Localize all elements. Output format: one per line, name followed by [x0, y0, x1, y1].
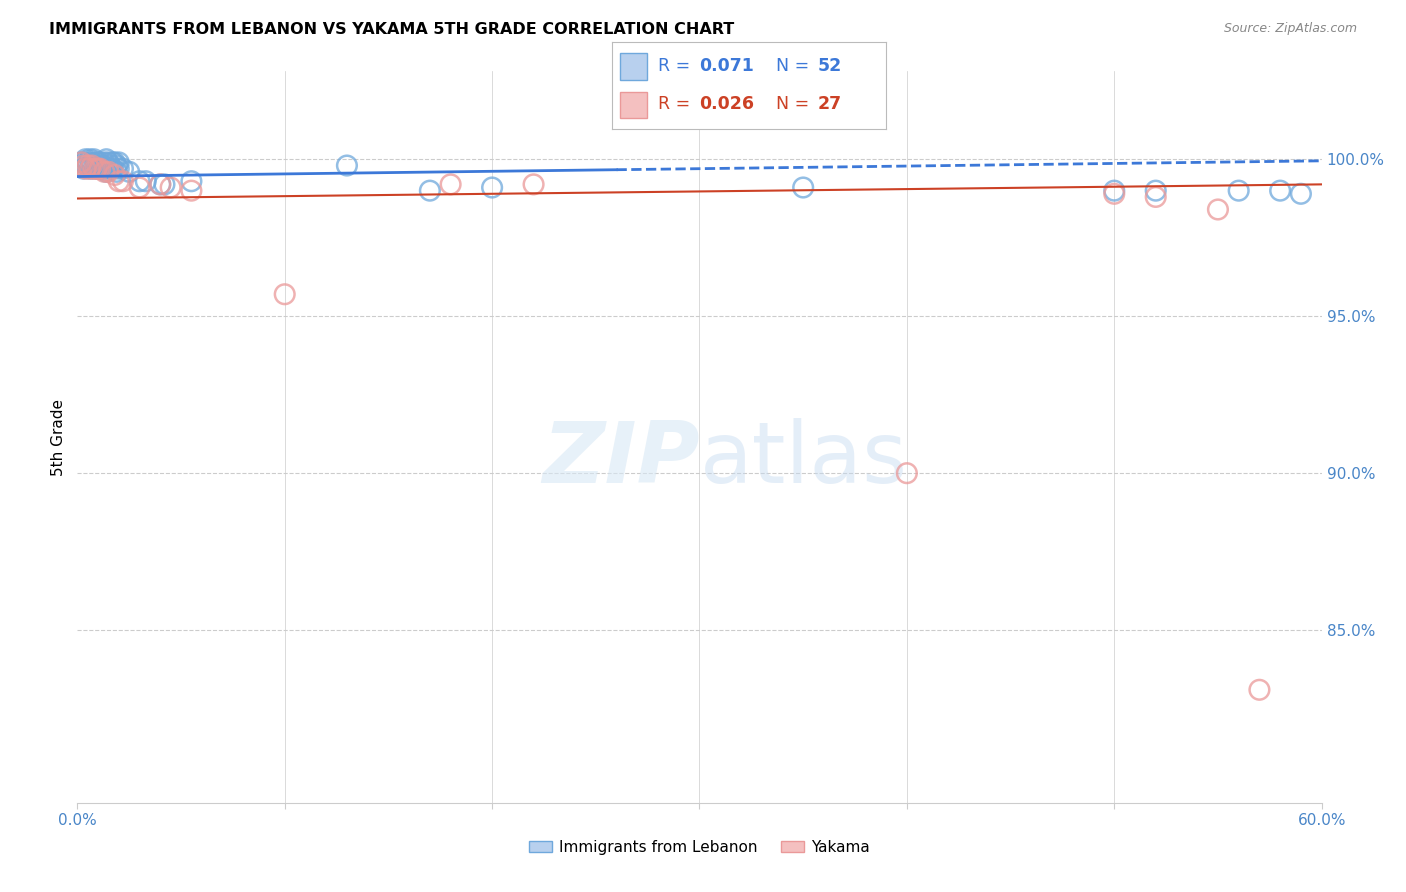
Point: [75, 153, 97, 167]
Point: [93, 165, 115, 179]
Point: [481, 180, 503, 194]
Point: [72, 155, 94, 169]
Point: [273, 287, 295, 301]
Point: [101, 155, 124, 169]
Point: [149, 178, 172, 192]
Point: [792, 180, 814, 194]
Point: [1249, 682, 1271, 697]
Point: [87, 155, 110, 169]
Point: [105, 159, 128, 173]
Point: [149, 178, 172, 192]
Point: [107, 155, 129, 169]
Point: [153, 178, 176, 192]
Legend: Immigrants from Lebanon, Yakama: Immigrants from Lebanon, Yakama: [523, 834, 876, 861]
Point: [87, 161, 110, 176]
Point: [159, 180, 181, 194]
Text: 0.071: 0.071: [699, 57, 754, 75]
Text: N =: N =: [776, 57, 815, 75]
Point: [96, 165, 118, 179]
Point: [1227, 184, 1250, 198]
Point: [79, 161, 101, 176]
Point: [83, 161, 105, 176]
Point: [84, 159, 107, 173]
Point: [128, 174, 150, 188]
Point: [111, 161, 134, 176]
Point: [75, 161, 97, 176]
Point: [70, 155, 93, 169]
Point: [896, 466, 918, 480]
Point: [107, 161, 129, 176]
Point: [93, 161, 115, 176]
Point: [439, 178, 461, 192]
Point: [76, 159, 98, 173]
Point: [1102, 186, 1125, 201]
Point: [80, 159, 103, 173]
Point: [80, 159, 103, 173]
Point: [104, 155, 127, 169]
Text: R =: R =: [658, 57, 696, 75]
Text: IMMIGRANTS FROM LEBANON VS YAKAMA 5TH GRADE CORRELATION CHART: IMMIGRANTS FROM LEBANON VS YAKAMA 5TH GR…: [49, 22, 734, 37]
Text: Source: ZipAtlas.com: Source: ZipAtlas.com: [1223, 22, 1357, 36]
Point: [111, 174, 134, 188]
Bar: [620, 54, 647, 79]
Point: [80, 155, 103, 169]
Point: [107, 174, 129, 188]
Point: [93, 155, 115, 169]
Point: [91, 159, 114, 173]
Point: [79, 153, 101, 167]
Point: [523, 178, 546, 192]
Point: [135, 174, 157, 188]
Text: 27: 27: [817, 95, 841, 112]
Point: [419, 184, 441, 198]
Point: [100, 159, 122, 173]
Point: [97, 161, 120, 176]
Point: [1144, 190, 1167, 204]
Point: [70, 159, 93, 173]
Text: ZIP: ZIP: [541, 417, 700, 500]
Text: 52: 52: [817, 57, 841, 75]
Point: [83, 161, 105, 176]
Point: [100, 161, 122, 176]
Y-axis label: 5th Grade: 5th Grade: [51, 399, 66, 475]
Point: [101, 161, 124, 176]
Point: [96, 153, 118, 167]
Point: [89, 161, 111, 176]
Point: [1102, 184, 1125, 198]
Point: [84, 161, 107, 176]
Point: [89, 155, 111, 169]
Point: [89, 161, 111, 176]
Point: [104, 168, 127, 182]
Point: [83, 153, 105, 167]
Point: [76, 159, 98, 173]
Point: [97, 155, 120, 169]
Point: [105, 165, 128, 179]
Point: [97, 165, 120, 179]
Point: [118, 165, 141, 179]
Point: [72, 161, 94, 176]
Point: [76, 155, 98, 169]
Point: [180, 184, 202, 198]
Point: [1268, 184, 1291, 198]
Point: [1144, 184, 1167, 198]
Point: [180, 174, 202, 188]
Point: [336, 159, 359, 173]
Point: [70, 155, 93, 169]
Text: 0.026: 0.026: [699, 95, 755, 112]
Point: [91, 161, 114, 176]
Bar: [620, 92, 647, 118]
Point: [87, 161, 110, 176]
Text: N =: N =: [776, 95, 815, 112]
Point: [1289, 186, 1312, 201]
Text: R =: R =: [658, 95, 696, 112]
Text: atlas: atlas: [700, 417, 907, 500]
Point: [72, 159, 94, 173]
Point: [79, 161, 101, 176]
Point: [1206, 202, 1229, 217]
Point: [128, 180, 150, 194]
Point: [84, 155, 107, 169]
